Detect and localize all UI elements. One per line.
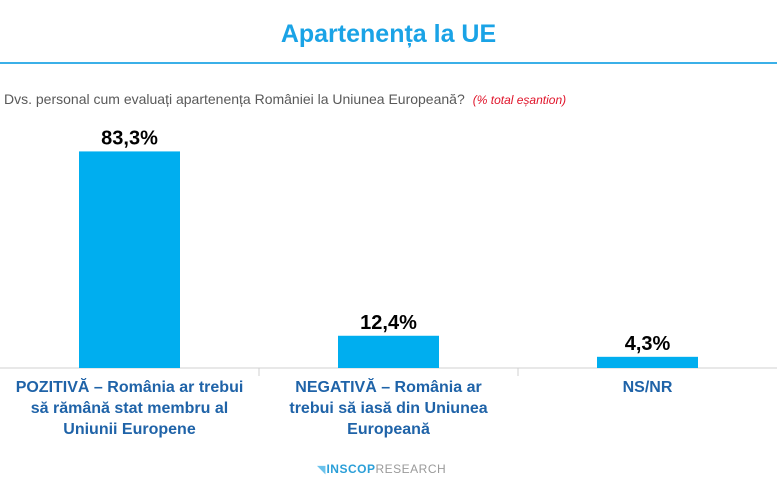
question-label: Dvs. personal cum evaluați apartenența R… <box>4 91 465 107</box>
bar <box>597 356 698 368</box>
category-label-line: să rămână stat membru al <box>30 400 229 417</box>
category-label-line: POZITIVĂ – România ar trebui <box>15 379 244 396</box>
category-label: NEGATIVĂ – România ar trebui să iasă din … <box>262 377 515 440</box>
data-label: 12,4% <box>360 312 417 334</box>
question-note: (% total eșantion) <box>472 93 567 107</box>
question-text: Dvs. personal cum evaluați apartenența R… <box>4 91 566 107</box>
logo-mark-icon: ◥ <box>317 464 326 476</box>
inscop-logo: ◥INSCOPRESEARCH <box>317 462 446 476</box>
logo-regular-text: RESEARCH <box>375 462 447 476</box>
category-label: POZITIVĂ – România ar trebui să rămână st… <box>3 377 256 440</box>
category-label-line: Europeană <box>347 421 430 438</box>
data-label: 4,3% <box>625 333 671 355</box>
title-divider <box>0 62 777 64</box>
chart-title: Apartenența la UE <box>280 20 497 48</box>
category-label: NS/NR <box>521 377 774 398</box>
bar <box>79 151 180 368</box>
category-label-line: Uniunii Europene <box>63 421 196 438</box>
data-label: 83,3% <box>101 127 158 149</box>
category-label-line: NEGATIVĂ – România ar <box>295 379 482 396</box>
category-label-line: NS/NR <box>622 379 673 396</box>
logo-bold-text: INSCOP <box>326 462 376 476</box>
category-label-line: trebui să iasă din Uniunea <box>289 400 488 417</box>
bar <box>338 335 439 368</box>
